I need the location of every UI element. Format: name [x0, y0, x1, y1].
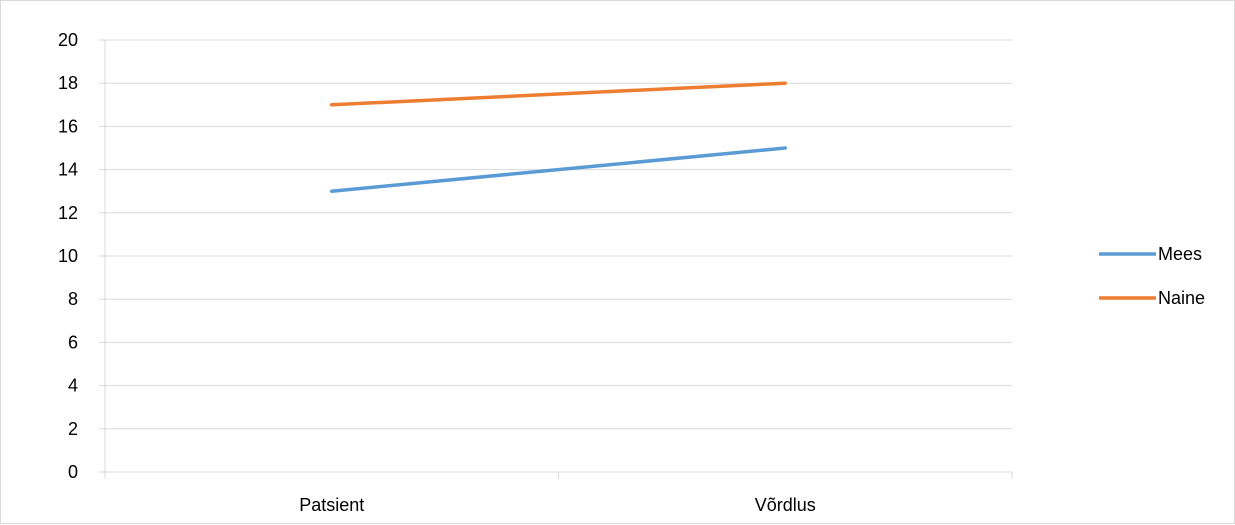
- y-tick-label-8: 8: [68, 289, 78, 309]
- legend-label-mees: Mees: [1158, 244, 1202, 264]
- y-tick-label-12: 12: [58, 203, 78, 223]
- y-tick-label-2: 2: [68, 419, 78, 439]
- y-tick-label-0: 0: [68, 462, 78, 482]
- y-tick-label-20: 20: [58, 30, 78, 50]
- x-axis-tick-labels: Patsient Võrdlus: [299, 495, 816, 515]
- grid-lines: [105, 39, 1012, 430]
- y-tick-label-4: 4: [68, 376, 78, 396]
- series-lines: [330, 81, 787, 193]
- series-line-naine: [330, 81, 787, 107]
- legend-label-naine: Naine: [1158, 288, 1205, 308]
- x-tick-label-1: Võrdlus: [755, 495, 816, 515]
- y-tick-label-14: 14: [58, 160, 78, 180]
- y-tick-label-16: 16: [58, 116, 78, 136]
- y-axis-tick-labels: 0 2 4 6 8 10 12 14 16 18 20: [58, 30, 78, 482]
- y-tick-label-10: 10: [58, 246, 78, 266]
- x-tick-label-0: Patsient: [299, 495, 364, 515]
- legend: Mees Naine: [1099, 244, 1205, 308]
- series-line-mees: [330, 146, 787, 193]
- y-tick-label-18: 18: [58, 73, 78, 93]
- y-tick-label-6: 6: [68, 332, 78, 352]
- axes: [99, 39, 1013, 479]
